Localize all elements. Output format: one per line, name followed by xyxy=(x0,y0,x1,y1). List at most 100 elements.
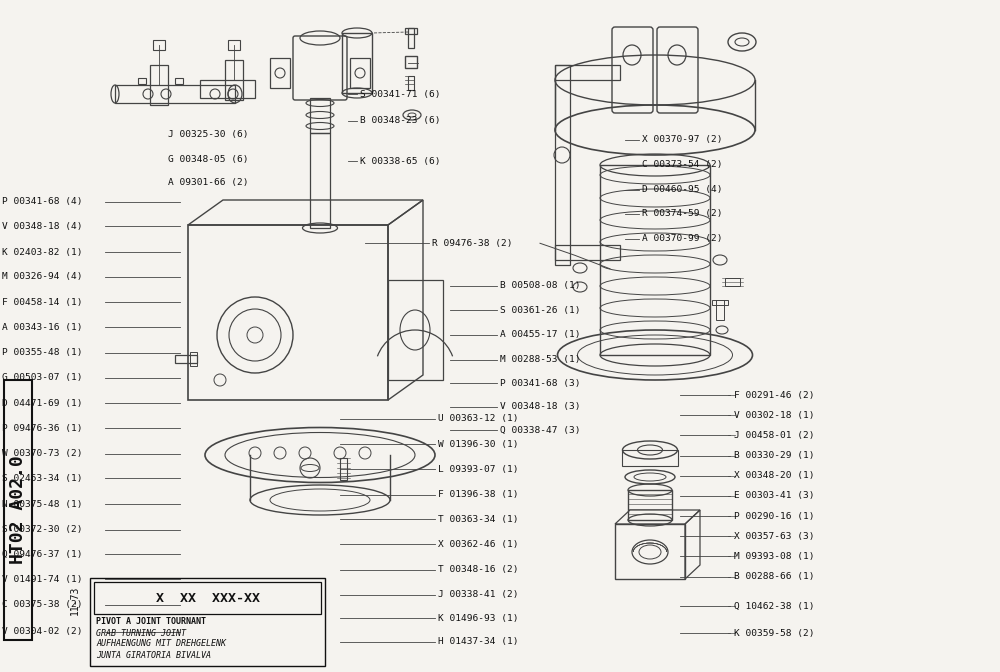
Text: W 00370-73 (2): W 00370-73 (2) xyxy=(2,449,82,458)
Bar xyxy=(725,278,740,286)
Text: P 00290-16 (1): P 00290-16 (1) xyxy=(734,511,814,521)
Bar xyxy=(716,300,724,320)
Bar xyxy=(153,40,165,50)
Bar xyxy=(350,58,370,88)
Text: T 00348-16 (2): T 00348-16 (2) xyxy=(438,565,518,575)
Text: HT02 A02.0: HT02 A02.0 xyxy=(9,456,27,564)
Bar xyxy=(175,78,183,84)
Text: C 00375-38 (2): C 00375-38 (2) xyxy=(2,600,82,610)
Text: X 00357-63 (3): X 00357-63 (3) xyxy=(734,532,814,541)
Bar xyxy=(225,60,243,100)
Bar xyxy=(340,458,347,480)
Text: X  XX  XXX-XX: X XX XXX-XX xyxy=(156,591,260,605)
Text: 11-73: 11-73 xyxy=(70,585,80,615)
Bar xyxy=(4,380,32,640)
Bar xyxy=(138,78,146,84)
Text: D 04471-69 (1): D 04471-69 (1) xyxy=(2,398,82,408)
Bar xyxy=(405,28,417,34)
Bar xyxy=(310,133,330,228)
Text: M 00288-53 (1): M 00288-53 (1) xyxy=(500,355,580,364)
Text: A 00455-17 (1): A 00455-17 (1) xyxy=(500,330,580,339)
Bar xyxy=(408,28,414,48)
Text: J 00338-41 (2): J 00338-41 (2) xyxy=(438,590,518,599)
Text: B 00288-66 (1): B 00288-66 (1) xyxy=(734,572,814,581)
Bar xyxy=(200,80,255,98)
Text: GRAB TURNING JOINT: GRAB TURNING JOINT xyxy=(96,628,186,638)
Text: K 01496-93 (1): K 01496-93 (1) xyxy=(438,614,518,623)
Text: B 00330-29 (1): B 00330-29 (1) xyxy=(734,451,814,460)
Bar xyxy=(270,58,290,88)
Text: B 00508-08 (1): B 00508-08 (1) xyxy=(500,281,580,290)
Bar xyxy=(622,450,678,466)
Bar xyxy=(90,578,325,666)
Text: V 00302-18 (1): V 00302-18 (1) xyxy=(734,411,814,420)
Text: C 00373-54 (2): C 00373-54 (2) xyxy=(642,160,722,169)
Bar xyxy=(555,245,620,260)
Text: X 00370-97 (2): X 00370-97 (2) xyxy=(642,135,722,144)
Text: F 00458-14 (1): F 00458-14 (1) xyxy=(2,298,82,307)
Text: K 00338-65 (6): K 00338-65 (6) xyxy=(360,157,440,166)
Text: G 00503-07 (1): G 00503-07 (1) xyxy=(2,373,82,382)
Text: P 00341-68 (3): P 00341-68 (3) xyxy=(500,378,580,388)
Text: X 00362-46 (1): X 00362-46 (1) xyxy=(438,540,518,549)
Text: P 09476-36 (1): P 09476-36 (1) xyxy=(2,423,82,433)
Text: V 00348-18 (4): V 00348-18 (4) xyxy=(2,222,82,231)
Text: B 00348-23 (6): B 00348-23 (6) xyxy=(360,116,440,126)
Text: J 00325-30 (6): J 00325-30 (6) xyxy=(168,130,248,139)
Text: F 00291-46 (2): F 00291-46 (2) xyxy=(734,390,814,400)
Text: S 02453-34 (1): S 02453-34 (1) xyxy=(2,474,82,483)
Text: S 00372-30 (2): S 00372-30 (2) xyxy=(2,525,82,534)
Text: PIVOT A JOINT TOURNANT: PIVOT A JOINT TOURNANT xyxy=(96,618,206,626)
Text: V 00304-02 (2): V 00304-02 (2) xyxy=(2,627,82,636)
Text: G 00348-05 (6): G 00348-05 (6) xyxy=(168,155,248,164)
Bar xyxy=(408,76,414,90)
Text: S 00361-26 (1): S 00361-26 (1) xyxy=(500,306,580,315)
Bar xyxy=(712,300,728,305)
Bar xyxy=(405,56,417,68)
Text: Q 00338-47 (3): Q 00338-47 (3) xyxy=(500,425,580,435)
Text: U 00363-12 (1): U 00363-12 (1) xyxy=(438,414,518,423)
Text: N 00375-48 (1): N 00375-48 (1) xyxy=(2,499,82,509)
Text: R 00374-59 (2): R 00374-59 (2) xyxy=(642,209,722,218)
Bar xyxy=(150,65,168,105)
Bar xyxy=(188,225,388,400)
Text: P 00355-48 (1): P 00355-48 (1) xyxy=(2,348,82,358)
Text: AUFHAENGUNG MIT DREHGELENK: AUFHAENGUNG MIT DREHGELENK xyxy=(96,640,226,648)
Text: A 00343-16 (1): A 00343-16 (1) xyxy=(2,323,82,332)
Text: A 00370-99 (2): A 00370-99 (2) xyxy=(642,234,722,243)
Bar xyxy=(628,490,672,520)
Bar xyxy=(115,85,235,103)
Bar xyxy=(555,65,570,265)
Text: F 01396-38 (1): F 01396-38 (1) xyxy=(438,490,518,499)
Text: H 01437-34 (1): H 01437-34 (1) xyxy=(438,637,518,646)
Bar xyxy=(615,524,685,579)
Text: A 09301-66 (2): A 09301-66 (2) xyxy=(168,178,248,187)
Bar xyxy=(94,582,321,614)
Text: Q 09476-37 (1): Q 09476-37 (1) xyxy=(2,550,82,559)
Text: M 09393-08 (1): M 09393-08 (1) xyxy=(734,552,814,561)
Text: Q 10462-38 (1): Q 10462-38 (1) xyxy=(734,601,814,611)
Text: V 01491-74 (1): V 01491-74 (1) xyxy=(2,575,82,584)
Text: K 00359-58 (2): K 00359-58 (2) xyxy=(734,628,814,638)
Text: D 00460-95 (4): D 00460-95 (4) xyxy=(642,185,722,194)
Text: L 09393-07 (1): L 09393-07 (1) xyxy=(438,464,518,474)
Bar xyxy=(342,33,372,93)
Bar xyxy=(228,40,240,50)
Bar xyxy=(555,65,620,80)
Text: M 00326-94 (4): M 00326-94 (4) xyxy=(2,272,82,282)
Text: T 00363-34 (1): T 00363-34 (1) xyxy=(438,515,518,524)
Text: V 00348-18 (3): V 00348-18 (3) xyxy=(500,402,580,411)
Text: K 02403-82 (1): K 02403-82 (1) xyxy=(2,247,82,257)
Text: W 01396-30 (1): W 01396-30 (1) xyxy=(438,439,518,449)
Bar xyxy=(310,98,330,133)
Bar xyxy=(600,165,710,355)
Text: R 09476-38 (2): R 09476-38 (2) xyxy=(432,239,512,248)
Text: E 00303-41 (3): E 00303-41 (3) xyxy=(734,491,814,501)
Bar xyxy=(190,352,197,366)
Bar xyxy=(175,355,197,363)
Text: J 00458-01 (2): J 00458-01 (2) xyxy=(734,431,814,440)
Text: JUNTA GIRATORIA BIVALVA: JUNTA GIRATORIA BIVALVA xyxy=(96,650,211,659)
Bar xyxy=(388,280,443,380)
Text: P 00341-68 (4): P 00341-68 (4) xyxy=(2,197,82,206)
Text: S 00341-71 (6): S 00341-71 (6) xyxy=(360,89,440,99)
